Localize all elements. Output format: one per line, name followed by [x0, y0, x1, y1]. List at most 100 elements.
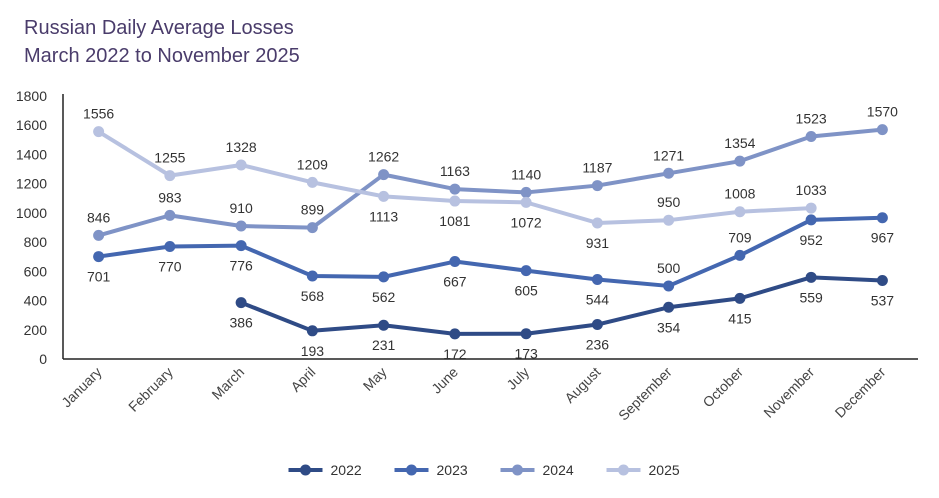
data-label-2025: 1008: [724, 186, 755, 202]
data-label-2025: 1328: [226, 139, 257, 155]
data-point-2025: [306, 176, 318, 188]
data-label-2025: 950: [657, 194, 681, 210]
data-point-2023: [591, 274, 603, 286]
legend-marker-2023: [406, 464, 417, 476]
data-point-2023: [520, 265, 532, 277]
x-tick-label: February: [125, 364, 176, 415]
data-point-2024: [235, 220, 247, 232]
data-point-2022: [805, 271, 817, 283]
data-label-2023: 770: [158, 258, 182, 274]
data-label-2023: 568: [301, 288, 325, 304]
x-tick-label: September: [615, 364, 675, 424]
x-tick-label: November: [760, 364, 817, 421]
x-tick-label: June: [428, 364, 461, 397]
chart-title: Russian Daily Average Losses: [24, 17, 294, 39]
data-point-2023: [449, 256, 461, 268]
x-tick-label: January: [58, 364, 105, 411]
data-label-2025: 1255: [154, 150, 185, 166]
data-point-2025: [805, 202, 817, 214]
data-point-2022: [734, 292, 746, 304]
data-point-2023: [734, 249, 746, 261]
data-point-2022: [235, 297, 247, 309]
x-tick-label: March: [208, 364, 247, 403]
data-point-2022: [663, 301, 675, 313]
data-point-2022: [378, 319, 390, 331]
legend-marker-2024: [512, 464, 523, 476]
data-point-2023: [235, 240, 247, 252]
data-point-2024: [93, 229, 105, 241]
data-point-2024: [734, 155, 746, 167]
data-label-2024: 983: [158, 189, 182, 205]
data-point-2024: [805, 130, 817, 142]
data-label-2025: 1113: [369, 208, 398, 224]
data-point-2025: [378, 190, 390, 202]
data-label-2022: 415: [728, 310, 752, 326]
x-tick-label: July: [503, 364, 532, 393]
x-tick-label: October: [699, 364, 746, 411]
data-label-2022: 193: [301, 343, 325, 359]
y-tick-label: 1400: [16, 146, 47, 162]
data-label-2022: 231: [372, 337, 396, 353]
data-point-2024: [876, 124, 888, 136]
data-point-2022: [306, 325, 318, 337]
data-point-2025: [235, 159, 247, 171]
data-label-2022: 173: [514, 346, 538, 362]
series-line-2023: [98, 215, 883, 288]
data-label-2025: 1209: [297, 156, 328, 172]
data-label-2023: 967: [871, 230, 895, 246]
data-label-2024: 910: [229, 200, 253, 216]
data-point-2023: [663, 280, 675, 292]
data-point-2023: [93, 251, 105, 263]
legend-label-2025: 2025: [649, 462, 680, 478]
legend-marker-2022: [300, 464, 311, 476]
data-label-2025: 931: [586, 235, 610, 251]
x-tick-label: April: [287, 364, 318, 395]
data-point-2022: [449, 328, 461, 340]
y-tick-label: 1600: [16, 117, 47, 133]
data-label-2024: 899: [301, 202, 325, 218]
x-tick-label: May: [360, 364, 390, 394]
chart-title-block: Russian Daily Average Losses March 2022 …: [24, 14, 300, 70]
data-point-2023: [805, 214, 817, 226]
legend-marker-2025: [618, 464, 629, 476]
data-label-2023: 701: [87, 269, 111, 285]
y-tick-label: 600: [24, 263, 48, 279]
data-label-2024: 1163: [440, 163, 470, 179]
y-tick-label: 0: [39, 351, 47, 367]
data-point-2024: [378, 169, 390, 181]
data-label-2022: 354: [657, 319, 681, 335]
data-point-2024: [449, 183, 461, 195]
data-point-2022: [520, 328, 532, 340]
data-label-2025: 1072: [511, 214, 542, 230]
data-label-2024: 1271: [653, 147, 684, 163]
data-point-2023: [876, 212, 888, 224]
data-label-2025: 1081: [439, 213, 470, 229]
data-label-2022: 559: [799, 289, 823, 305]
series-line-2024: [98, 127, 883, 238]
data-label-2023: 667: [443, 274, 467, 290]
data-label-2023: 709: [728, 229, 752, 245]
data-label-2025: 1033: [796, 182, 827, 198]
data-point-2022: [876, 275, 888, 287]
data-label-2023: 776: [229, 258, 253, 274]
y-tick-label: 200: [24, 322, 48, 338]
data-label-2023: 544: [586, 292, 610, 308]
data-point-2025: [93, 126, 105, 138]
data-label-2022: 537: [871, 293, 895, 309]
data-label-2023: 952: [799, 232, 823, 248]
data-point-2024: [663, 167, 675, 179]
data-label-2024: 1262: [368, 149, 399, 165]
data-point-2025: [449, 195, 461, 207]
y-tick-label: 800: [24, 234, 48, 250]
data-point-2023: [164, 240, 176, 252]
data-label-2024: 1354: [724, 135, 755, 151]
legend-label-2024: 2024: [543, 462, 574, 478]
data-point-2022: [591, 319, 603, 331]
data-label-2023: 605: [514, 283, 538, 299]
chart-subtitle: March 2022 to November 2025: [24, 45, 300, 67]
y-tick-label: 1000: [16, 205, 47, 221]
data-point-2024: [591, 180, 603, 192]
data-label-2024: 1523: [796, 110, 827, 126]
data-label-2023: 500: [657, 260, 681, 276]
